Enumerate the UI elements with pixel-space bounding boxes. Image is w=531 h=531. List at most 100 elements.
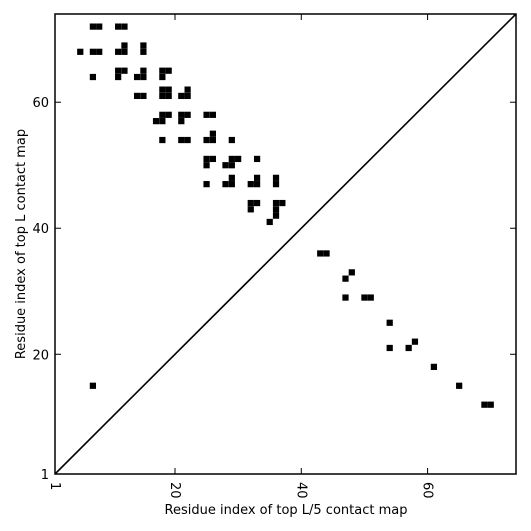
contact-cell-upper-31 [152, 118, 160, 125]
contact-cell-upper-36 [178, 111, 185, 118]
contact-cell-upper-65 [247, 199, 254, 207]
plot-frame [54, 13, 517, 475]
contact-cell-upper-56 [222, 181, 229, 188]
contact-cell-upper-10 [140, 48, 147, 55]
contact-cell-upper-33 [159, 111, 166, 118]
contact-cell-upper-29 [184, 92, 191, 100]
contact-cell-upper-49 [209, 155, 216, 163]
contact-cell-upper-66 [253, 199, 261, 207]
contact-cell-upper-1 [96, 23, 103, 30]
contact-cell-upper-2 [115, 23, 122, 30]
contact-cell-upper-21 [165, 67, 172, 74]
contact-cell-upper-37 [184, 111, 191, 118]
contact-cell-lower-85 [481, 401, 488, 408]
contact-cell-lower-84 [456, 382, 463, 389]
contact-cell-upper-26 [159, 86, 166, 93]
contact-cell-lower-79 [386, 319, 393, 326]
contact-cell-upper-42 [184, 136, 191, 144]
contact-cell-upper-16 [133, 73, 141, 81]
contact-cell-upper-70 [279, 199, 286, 207]
contact-cell-upper-55 [203, 181, 210, 188]
y-tick-label-1: 1 [41, 468, 49, 483]
contact-cell-upper-44 [209, 136, 216, 144]
contact-cell-upper-20 [159, 67, 166, 74]
contact-cell-lower-83 [430, 363, 438, 370]
contact-cell-lower-76 [342, 294, 349, 301]
contact-cell-upper-11 [140, 42, 147, 49]
contact-cell-upper-71 [266, 218, 273, 226]
contact-cell-lower-81 [405, 344, 412, 352]
contact-cell-lower-73 [323, 250, 330, 257]
contact-cell-upper-22 [133, 92, 141, 100]
contact-cell-upper-51 [228, 162, 235, 169]
contact-cell-upper-43 [203, 136, 210, 144]
x-axis-label: Residue index of top L/5 contact map [165, 503, 408, 518]
contact-cell-lower-78 [367, 294, 374, 301]
contact-cell-upper-24 [159, 92, 166, 100]
contact-cell-upper-39 [209, 111, 216, 118]
x-tick-label-40: 40 [293, 482, 308, 499]
contact-cell-upper-59 [247, 181, 254, 188]
contact-cell-upper-40 [159, 136, 166, 144]
contact-cell-upper-58 [228, 174, 235, 181]
y-tick-label-60: 60 [32, 96, 49, 111]
contact-cell-upper-3 [121, 23, 128, 30]
y-tick-label-40: 40 [32, 222, 49, 237]
contact-cell-lower-74 [342, 275, 349, 282]
contact-cell-upper-64 [247, 206, 254, 213]
contact-cells [77, 23, 494, 408]
contact-cell-upper-7 [115, 48, 122, 55]
contact-cell-upper-4 [77, 48, 84, 55]
contact-cell-upper-30 [184, 86, 191, 93]
contact-cell-lower-80 [386, 344, 393, 352]
contact-cell-upper-63 [272, 174, 280, 181]
contact-cell-upper-54 [253, 155, 261, 163]
contact-cell-upper-35 [178, 118, 185, 125]
x-tick-label-60: 60 [420, 482, 435, 499]
contact-cell-lower-86 [487, 401, 494, 408]
contact-cell-upper-60 [253, 181, 261, 188]
contact-cell-upper-47 [203, 162, 210, 169]
contact-cell-upper-8 [121, 48, 128, 55]
contact-cell-upper-6 [96, 48, 103, 55]
x-tick-label-20: 20 [167, 482, 182, 499]
contact-cell-upper-69 [272, 199, 280, 207]
contact-cell-upper-25 [165, 92, 172, 100]
axis-ticks: 1 20 40 60 1 20 40 60 [32, 14, 516, 499]
contact-cell-lower-72 [317, 250, 324, 257]
contact-cell-upper-46 [228, 136, 235, 144]
contact-cell-upper-28 [178, 92, 185, 100]
contact-cell-upper-14 [115, 67, 122, 74]
contact-cell-upper-27 [165, 86, 172, 93]
contact-cell-lower-77 [361, 294, 368, 301]
y-axis-label: Residue index of top L contact map [14, 129, 29, 359]
contact-cell-upper-67 [272, 212, 280, 219]
contact-cell-upper-45 [209, 130, 216, 137]
contact-cell-upper-13 [115, 73, 122, 81]
contact-cell-upper-53 [235, 155, 242, 163]
contact-cell-upper-68 [272, 206, 280, 213]
contact-cell-upper-9 [121, 42, 128, 49]
contact-cell-upper-52 [228, 155, 235, 163]
contact-cell-upper-41 [178, 136, 185, 144]
contact-cell-upper-34 [165, 111, 172, 118]
contact-cell-upper-15 [121, 67, 128, 74]
diagonal-line [54, 13, 517, 475]
contact-cell-upper-62 [272, 181, 280, 188]
contact-cell-upper-23 [140, 92, 147, 100]
x-tick-label-1: 1 [47, 482, 62, 490]
contact-cell-lower-87 [89, 382, 97, 389]
contact-cell-upper-32 [159, 118, 166, 125]
contact-cell-upper-57 [228, 181, 235, 188]
contact-cell-upper-0 [89, 23, 97, 30]
contact-cell-upper-5 [89, 48, 97, 55]
contact-cell-upper-61 [253, 174, 261, 181]
contact-cell-lower-75 [348, 269, 355, 276]
y-tick-label-20: 20 [32, 348, 49, 363]
contact-cell-lower-82 [411, 338, 419, 345]
contact-cell-upper-17 [140, 73, 147, 81]
contact-cell-upper-18 [140, 67, 147, 74]
contact-cell-upper-19 [159, 73, 166, 81]
contact-cell-upper-38 [203, 111, 210, 118]
